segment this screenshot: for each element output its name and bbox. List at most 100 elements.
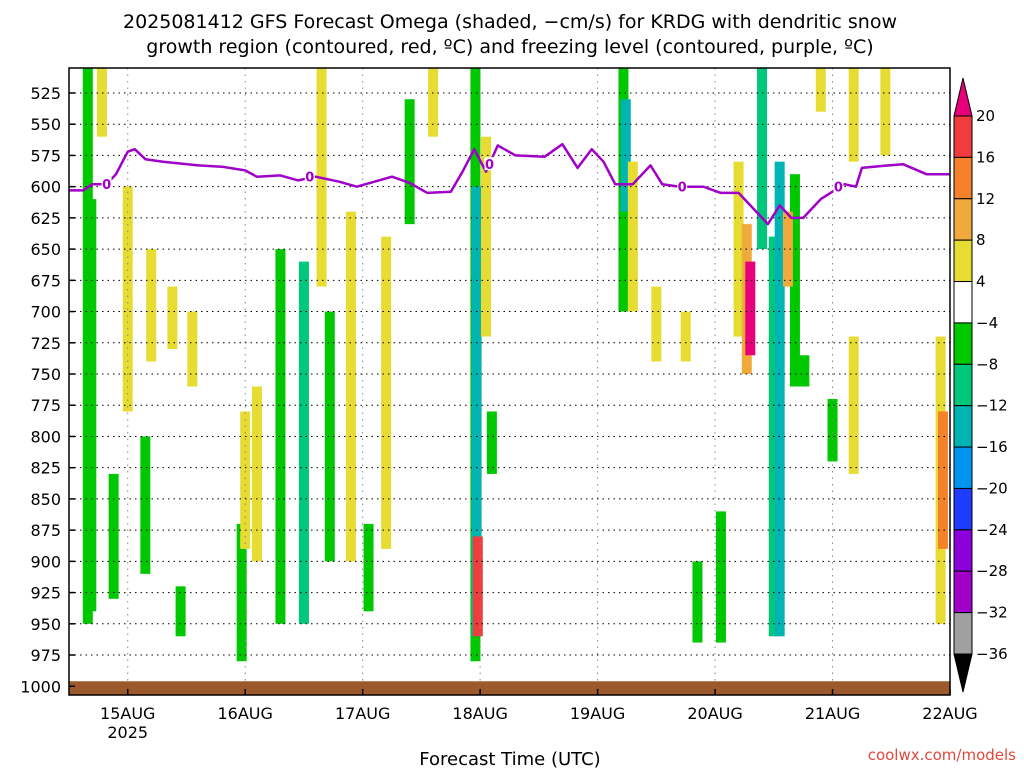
y-tick-label-750: 750 [30,365,61,384]
positive-omega-region-12 [627,161,638,312]
positive-omega-region-6 [251,386,262,562]
omega-region-5 [236,523,247,662]
colorbar-label-1: 16 [976,148,995,166]
omega-region-9 [363,523,374,612]
y-tick-label-850: 850 [30,490,61,509]
freezing-level-label-4: 0 [834,181,843,196]
x-tick-label-7: 22AUG [922,704,977,723]
colorbar-label-2: 12 [976,190,995,208]
positive-omega-region-17 [745,261,756,356]
colorbar-bin-8 [953,405,973,448]
colorbar-top-arrow [953,77,973,117]
omega-region-13 [472,536,483,637]
positive-omega-region-18 [782,211,793,287]
positive-omega-region-22 [848,336,859,474]
freezing-label-bg-2 [484,157,495,171]
surface-ground-band [69,681,950,695]
positive-omega-region-9 [381,236,392,549]
omega-region-17 [692,561,703,643]
positive-omega-region-14 [680,311,691,362]
positive-omega-region-5 [240,411,251,549]
positive-omega-region-21 [880,68,891,156]
colorbar-bin-7 [953,363,973,407]
y-tick-label-525: 525 [30,84,61,103]
positive-omega-region-15 [733,161,744,337]
chart-title-line-1: 2025081412 GFS Forecast Omega (shaded, −… [123,11,897,33]
colorbar-bin-10 [953,487,973,531]
omega-region-12 [471,186,482,637]
x-tick-label-5: 20AUG [687,704,742,723]
positive-omega-region-4 [187,311,198,387]
positive-omega-region-24 [937,411,948,549]
freezing-level-label-2: 0 [485,158,494,173]
freezing-level-label-0: 0 [102,178,111,193]
omega-region-10 [404,99,415,225]
colorbar-label-6: −8 [976,355,998,373]
x-tick-label-0: 15AUG [100,704,155,723]
omega-region-6 [275,249,286,624]
colorbar-label-3: 8 [976,231,986,249]
colorbar-label-11: −28 [976,562,1008,580]
freezing-level-label-3: 0 [678,181,687,196]
omega-region-24 [827,398,838,462]
colorbar-bin-13 [953,612,973,655]
colorbar-bin-1 [953,115,973,158]
y-tick-label-775: 775 [30,396,61,415]
colorbar-label-9: −20 [976,479,1008,497]
y-tick-label-825: 825 [30,459,61,478]
omega-region-22 [789,174,800,387]
colorbar-label-8: −16 [976,438,1008,456]
omega-region-18 [715,511,726,643]
colorbar-bin-4 [953,239,973,283]
colorbar-label-4: 4 [976,273,986,291]
colorbar-bin-11 [953,529,973,572]
freezing-label-bg-0 [101,177,112,191]
freezing-label-bg-3 [677,179,688,193]
y-tick-label-975: 975 [30,646,61,665]
y-tick-label-575: 575 [30,146,61,165]
plot-background [69,68,950,695]
freezing-label-bg-4 [833,179,844,193]
y-tick-label-550: 550 [30,115,61,134]
x-tick-label-1: 16AUG [217,704,272,723]
credit-text: coolwx.com/models [868,746,1016,764]
freezing-level-label-1: 0 [305,171,314,186]
x-tick-label-2: 17AUG [335,704,390,723]
y-tick-label-800: 800 [30,427,61,446]
omega-region-21 [774,161,785,637]
x-tick-label-3: 18AUG [452,704,507,723]
positive-omega-region-10 [428,68,439,137]
omega-region-8 [324,311,335,562]
positive-omega-region-13 [651,286,662,362]
x-tick-label-4: 19AUG [570,704,625,723]
colorbar-label-10: −24 [976,521,1008,539]
y-tick-label-875: 875 [30,521,61,540]
y-tick-label-725: 725 [30,334,61,353]
positive-omega-region-19 [815,68,826,112]
freezing-label-bg-1 [304,169,315,183]
y-tick-label-600: 600 [30,178,61,197]
colorbar-label-0: 20 [976,107,995,125]
x-tick-sublabel-0: 2025 [107,723,148,742]
positive-omega-region-2 [146,249,157,362]
y-tick-label-675: 675 [30,271,61,290]
omega-region-7 [298,261,309,624]
positive-omega-region-20 [848,68,859,162]
colorbar-label-13: −36 [976,645,1008,663]
colorbar-label-12: −32 [976,604,1008,622]
colorbar-bin-9 [953,446,973,489]
x-tick-label-6: 21AUG [805,704,860,723]
omega-region-23 [799,355,810,387]
x-axis-label: Forecast Time (UTC) [419,749,600,768]
y-tick-label-625: 625 [30,209,61,228]
colorbar-bin-5 [953,281,973,324]
omega-region-19 [757,68,768,250]
positive-omega-region-1 [122,186,133,412]
positive-omega-region-3 [167,286,178,350]
colorbar-bin-3 [953,198,973,241]
colorbar-label-5: −4 [976,314,998,332]
colorbar-label-7: −12 [976,397,1008,415]
y-tick-label-650: 650 [30,240,61,259]
